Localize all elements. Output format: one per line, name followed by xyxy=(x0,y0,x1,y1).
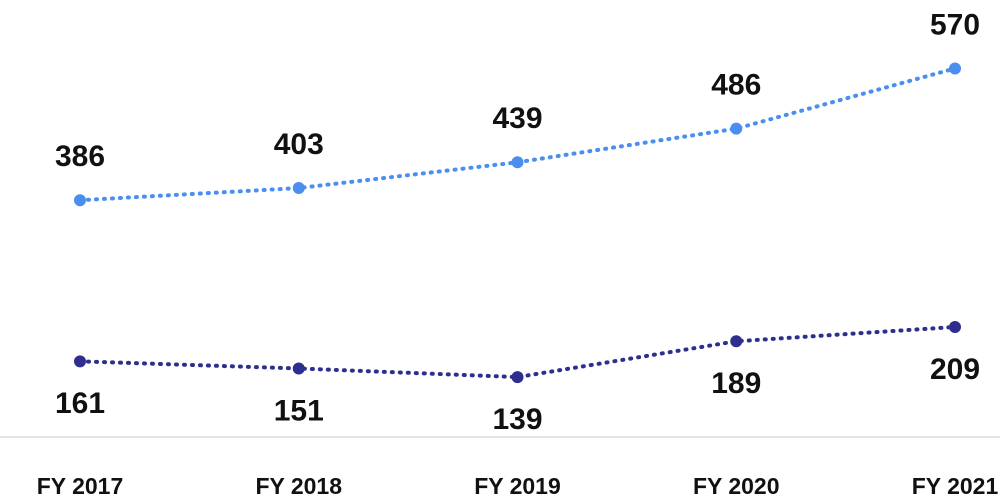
data-label: 161 xyxy=(55,387,105,420)
point xyxy=(949,62,961,75)
data-label: 486 xyxy=(711,69,761,102)
x-tick-label: FY 2021 xyxy=(912,473,999,499)
data-label: 139 xyxy=(492,403,542,436)
data-label: 151 xyxy=(274,394,324,427)
data-label: 189 xyxy=(711,367,761,400)
data-label: 386 xyxy=(55,140,105,173)
point xyxy=(511,156,524,169)
point xyxy=(730,335,743,348)
point xyxy=(292,182,305,195)
point xyxy=(511,371,524,384)
data-label: 439 xyxy=(492,102,542,135)
x-tick-label: FY 2019 xyxy=(474,473,561,499)
x-tick-label: FY 2020 xyxy=(693,473,780,499)
point xyxy=(949,320,961,333)
point xyxy=(292,362,305,375)
point xyxy=(730,122,743,135)
x-tick-label: FY 2017 xyxy=(37,473,124,499)
point xyxy=(74,194,86,207)
data-label: 570 xyxy=(930,8,980,41)
data-label: 403 xyxy=(274,128,324,161)
x-tick-label: FY 2018 xyxy=(255,473,342,499)
data-label: 209 xyxy=(930,353,980,386)
series-line xyxy=(78,324,957,380)
point xyxy=(74,355,86,368)
